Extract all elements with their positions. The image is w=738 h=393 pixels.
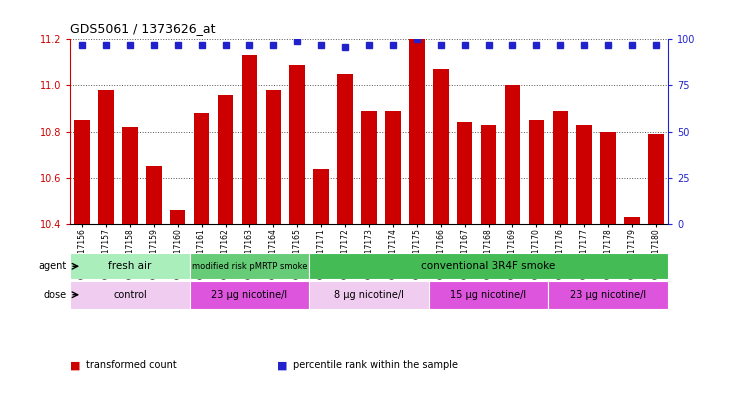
Bar <box>266 90 281 224</box>
Text: percentile rank within the sample: percentile rank within the sample <box>293 360 458 371</box>
Bar <box>505 86 520 224</box>
Text: fresh air: fresh air <box>108 261 151 271</box>
Text: ■: ■ <box>277 360 291 371</box>
Bar <box>361 111 377 224</box>
Text: conventional 3R4F smoke: conventional 3R4F smoke <box>421 261 556 271</box>
Text: 8 μg nicotine/l: 8 μg nicotine/l <box>334 290 404 300</box>
Text: transformed count: transformed count <box>86 360 177 371</box>
Bar <box>624 217 640 224</box>
Text: ■: ■ <box>70 360 84 371</box>
Bar <box>98 90 114 224</box>
Bar <box>385 111 401 224</box>
Bar <box>648 134 663 224</box>
Bar <box>457 123 472 224</box>
Bar <box>218 95 233 224</box>
Bar <box>194 113 210 224</box>
Bar <box>528 120 544 224</box>
Bar <box>146 166 162 224</box>
Bar <box>314 169 329 224</box>
Text: 23 μg nicotine/l: 23 μg nicotine/l <box>211 290 288 300</box>
Text: dose: dose <box>44 290 66 300</box>
Text: 23 μg nicotine/l: 23 μg nicotine/l <box>570 290 646 300</box>
Bar <box>289 65 305 224</box>
Bar <box>241 55 258 224</box>
Bar <box>70 281 190 309</box>
Text: agent: agent <box>38 261 66 271</box>
Bar <box>70 253 190 279</box>
Bar <box>553 111 568 224</box>
Bar <box>75 120 90 224</box>
Bar <box>190 281 309 309</box>
Text: modified risk pMRTP smoke: modified risk pMRTP smoke <box>192 262 307 271</box>
Bar <box>429 281 548 309</box>
Bar <box>170 210 185 224</box>
Bar <box>122 127 138 224</box>
Bar <box>309 253 668 279</box>
Bar <box>337 74 353 224</box>
Text: GDS5061 / 1373626_at: GDS5061 / 1373626_at <box>70 22 215 35</box>
Bar <box>480 125 497 224</box>
Bar <box>433 69 449 224</box>
Bar <box>409 39 424 224</box>
Text: control: control <box>113 290 147 300</box>
Bar <box>309 281 429 309</box>
Bar <box>600 132 616 224</box>
Bar <box>548 281 668 309</box>
Text: 15 μg nicotine/l: 15 μg nicotine/l <box>450 290 527 300</box>
Bar <box>190 253 309 279</box>
Bar <box>576 125 592 224</box>
